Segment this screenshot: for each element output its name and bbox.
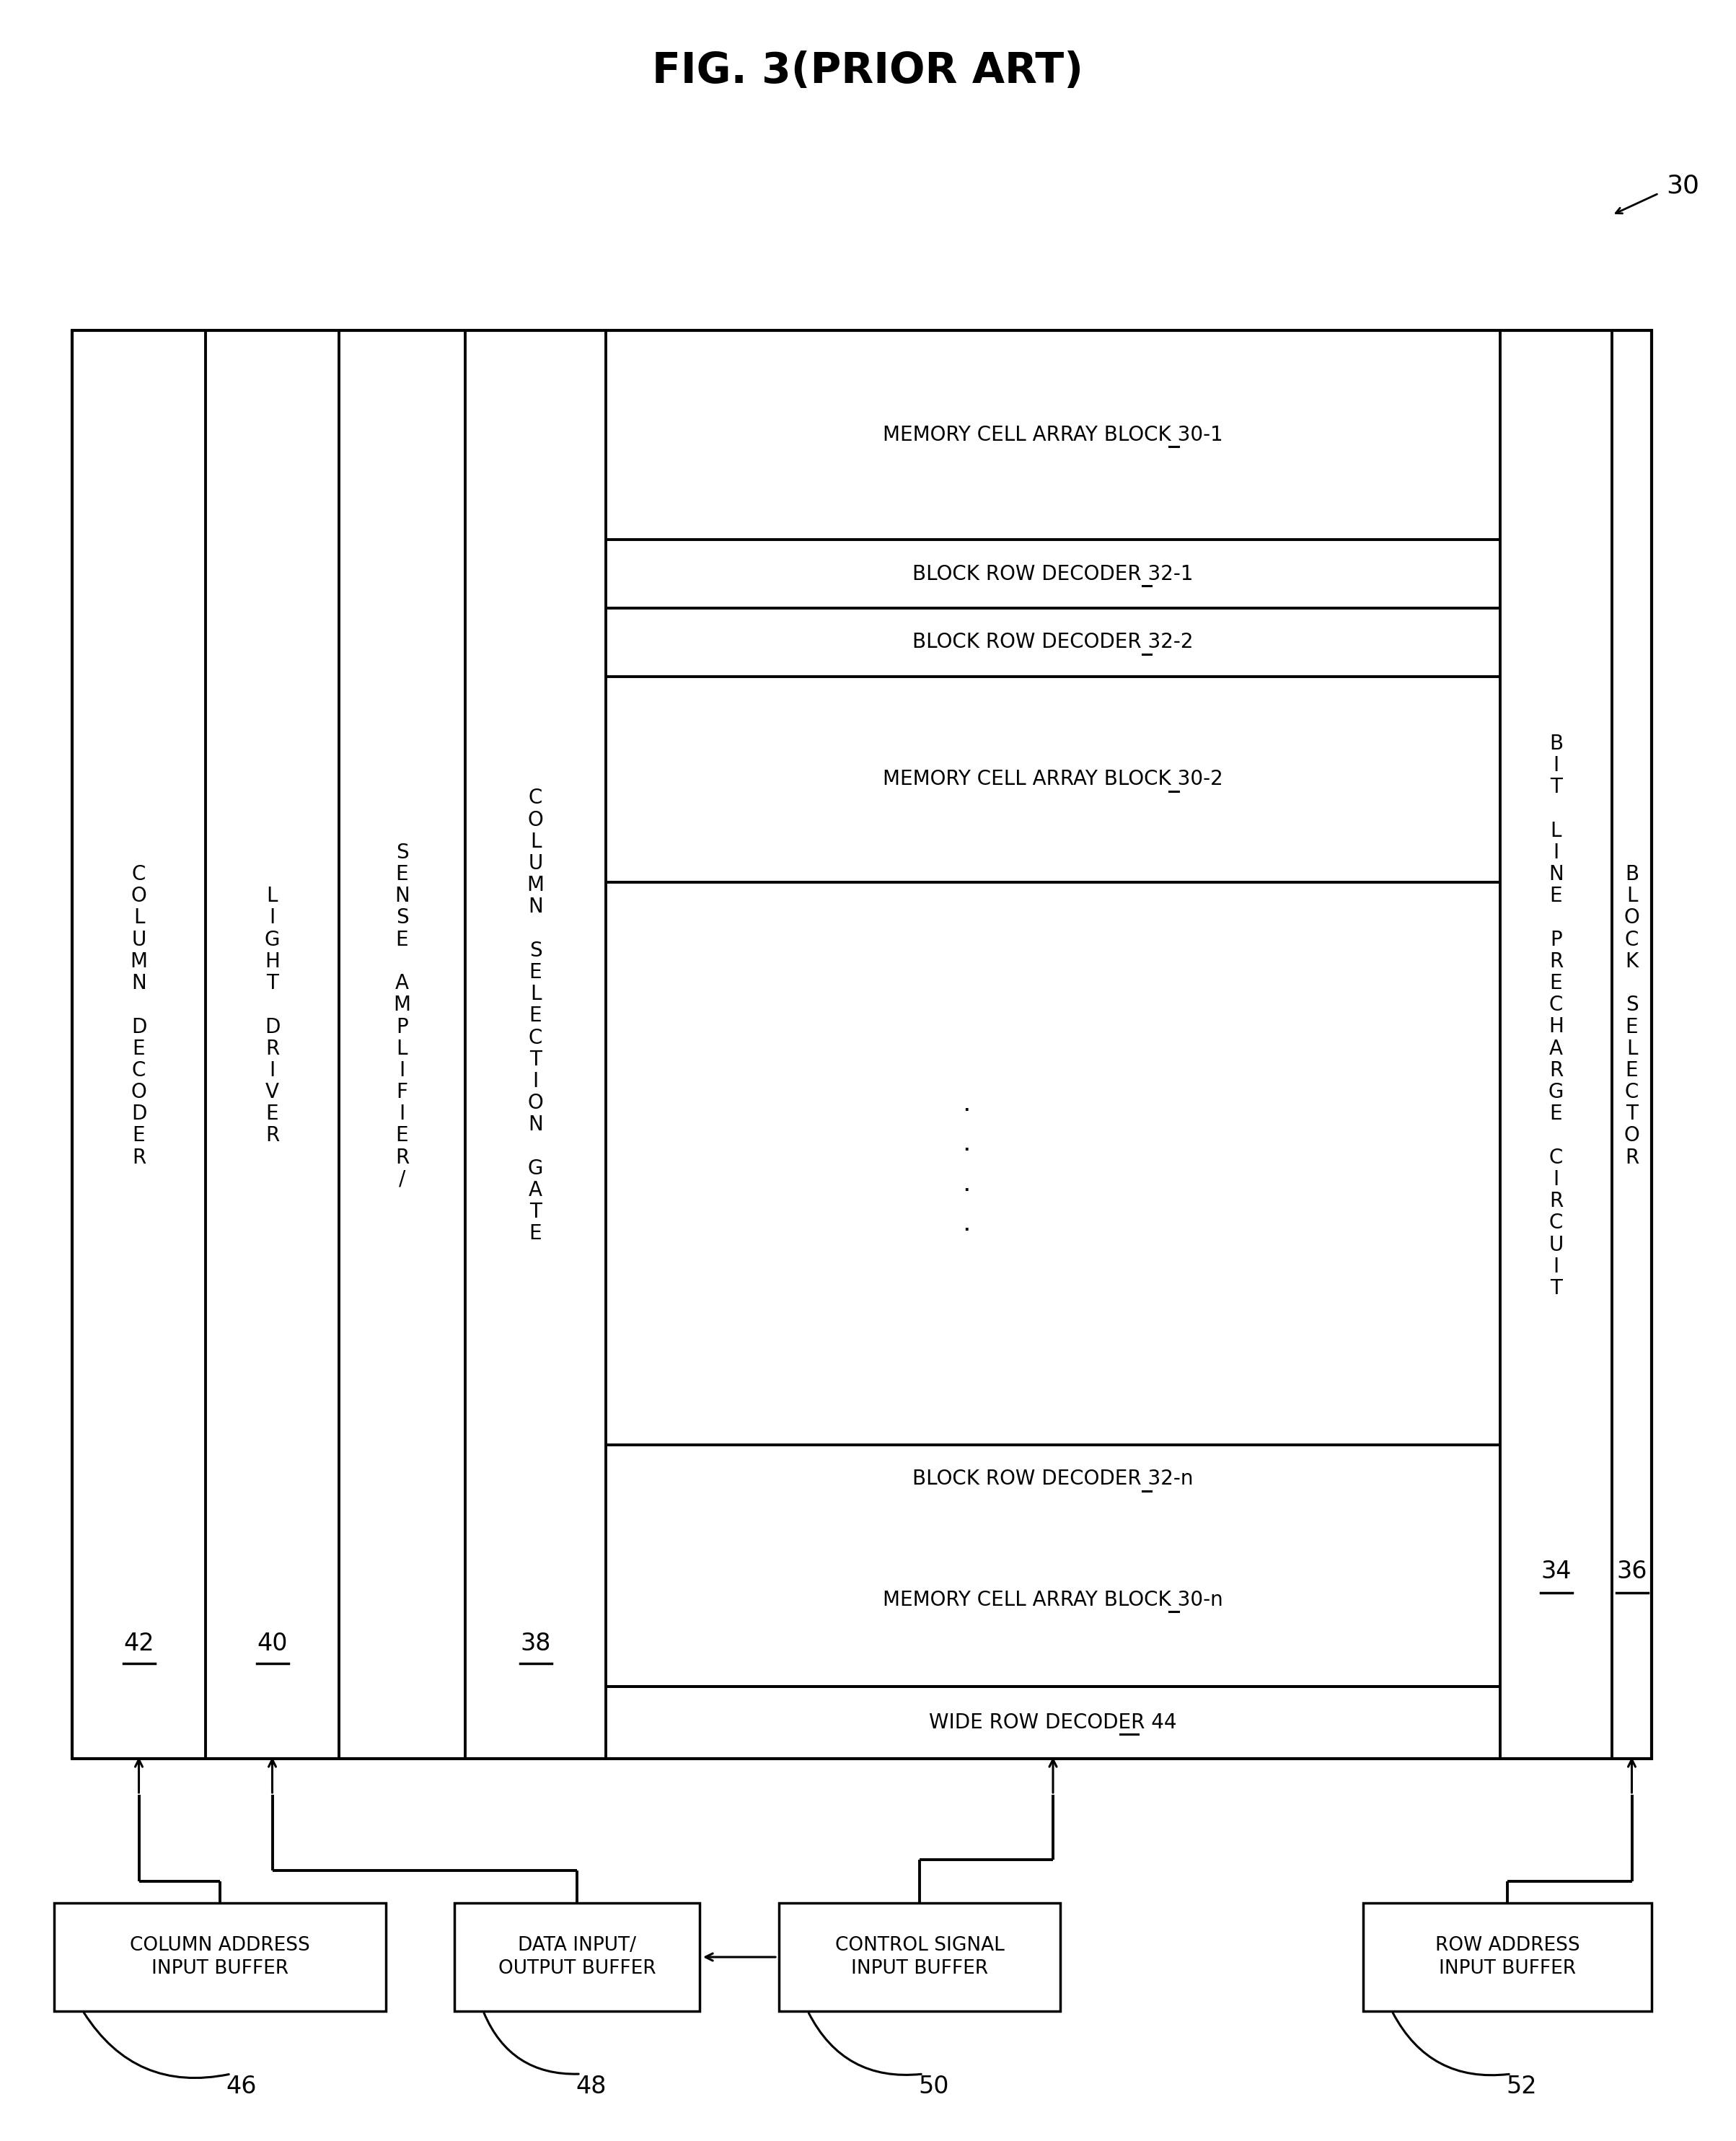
Text: S
E
N
S
E
 
A
M
P
L
I
F
I
E
R
/: S E N S E A M P L I F I E R / <box>394 841 411 1190</box>
Text: MEMORY CELL ARRAY BLOCK 30-1: MEMORY CELL ARRAY BLOCK 30-1 <box>884 424 1224 445</box>
Text: L
I
G
H
T
 
D
R
I
V
E
R: L I G H T D R I V E R <box>264 886 279 1145</box>
Text: BLOCK ROW DECODER 32-n: BLOCK ROW DECODER 32-n <box>913 1469 1193 1490</box>
Bar <box>455 1903 700 2010</box>
Text: B
I
T
 
L
I
N
E
 
P
R
E
C
H
A
R
G
E
 
C
I
R
C
U
I
T: B I T L I N E P R E C H A R G E C I R C … <box>1549 734 1564 1297</box>
Text: 48: 48 <box>576 2075 606 2098</box>
Text: CONTROL SIGNAL
INPUT BUFFER: CONTROL SIGNAL INPUT BUFFER <box>835 1935 1003 1978</box>
Bar <box>73 330 1651 1758</box>
Text: C
O
L
U
M
N
 
S
E
L
E
C
T
I
O
N
 
G
A
T
E: C O L U M N S E L E C T I O N G A T E <box>526 788 543 1244</box>
Text: MEMORY CELL ARRAY BLOCK 30-2: MEMORY CELL ARRAY BLOCK 30-2 <box>884 769 1224 790</box>
Text: .
.
.
.: . . . . <box>962 1092 970 1235</box>
Text: B
L
O
C
K
 
S
E
L
E
C
T
O
R: B L O C K S E L E C T O R <box>1623 865 1639 1167</box>
Bar <box>1363 1903 1651 2010</box>
Text: 52: 52 <box>1507 2075 1536 2098</box>
Text: 40: 40 <box>257 1631 288 1655</box>
Bar <box>54 1903 385 2010</box>
Text: C
O
L
U
M
N
 
D
E
C
O
D
E
R: C O L U M N D E C O D E R <box>130 865 148 1167</box>
Text: 42: 42 <box>123 1631 155 1655</box>
Text: ROW ADDRESS
INPUT BUFFER: ROW ADDRESS INPUT BUFFER <box>1436 1935 1580 1978</box>
Bar <box>779 1903 1061 2010</box>
Text: 46: 46 <box>226 2075 257 2098</box>
Text: BLOCK ROW DECODER 32-1: BLOCK ROW DECODER 32-1 <box>913 563 1193 584</box>
Text: WIDE ROW DECODER 44: WIDE ROW DECODER 44 <box>929 1713 1177 1732</box>
Text: 50: 50 <box>918 2075 950 2098</box>
Text: COLUMN ADDRESS
INPUT BUFFER: COLUMN ADDRESS INPUT BUFFER <box>130 1935 311 1978</box>
Text: DATA INPUT/
OUTPUT BUFFER: DATA INPUT/ OUTPUT BUFFER <box>498 1935 656 1978</box>
Text: BLOCK ROW DECODER 32-2: BLOCK ROW DECODER 32-2 <box>913 632 1193 653</box>
Text: 38: 38 <box>521 1631 550 1655</box>
Text: MEMORY CELL ARRAY BLOCK 30-n: MEMORY CELL ARRAY BLOCK 30-n <box>884 1591 1224 1610</box>
Text: 30: 30 <box>1667 173 1700 199</box>
Text: FIG. 3(PRIOR ART): FIG. 3(PRIOR ART) <box>653 49 1083 92</box>
Text: 36: 36 <box>1616 1559 1647 1582</box>
Text: 34: 34 <box>1542 1559 1571 1582</box>
